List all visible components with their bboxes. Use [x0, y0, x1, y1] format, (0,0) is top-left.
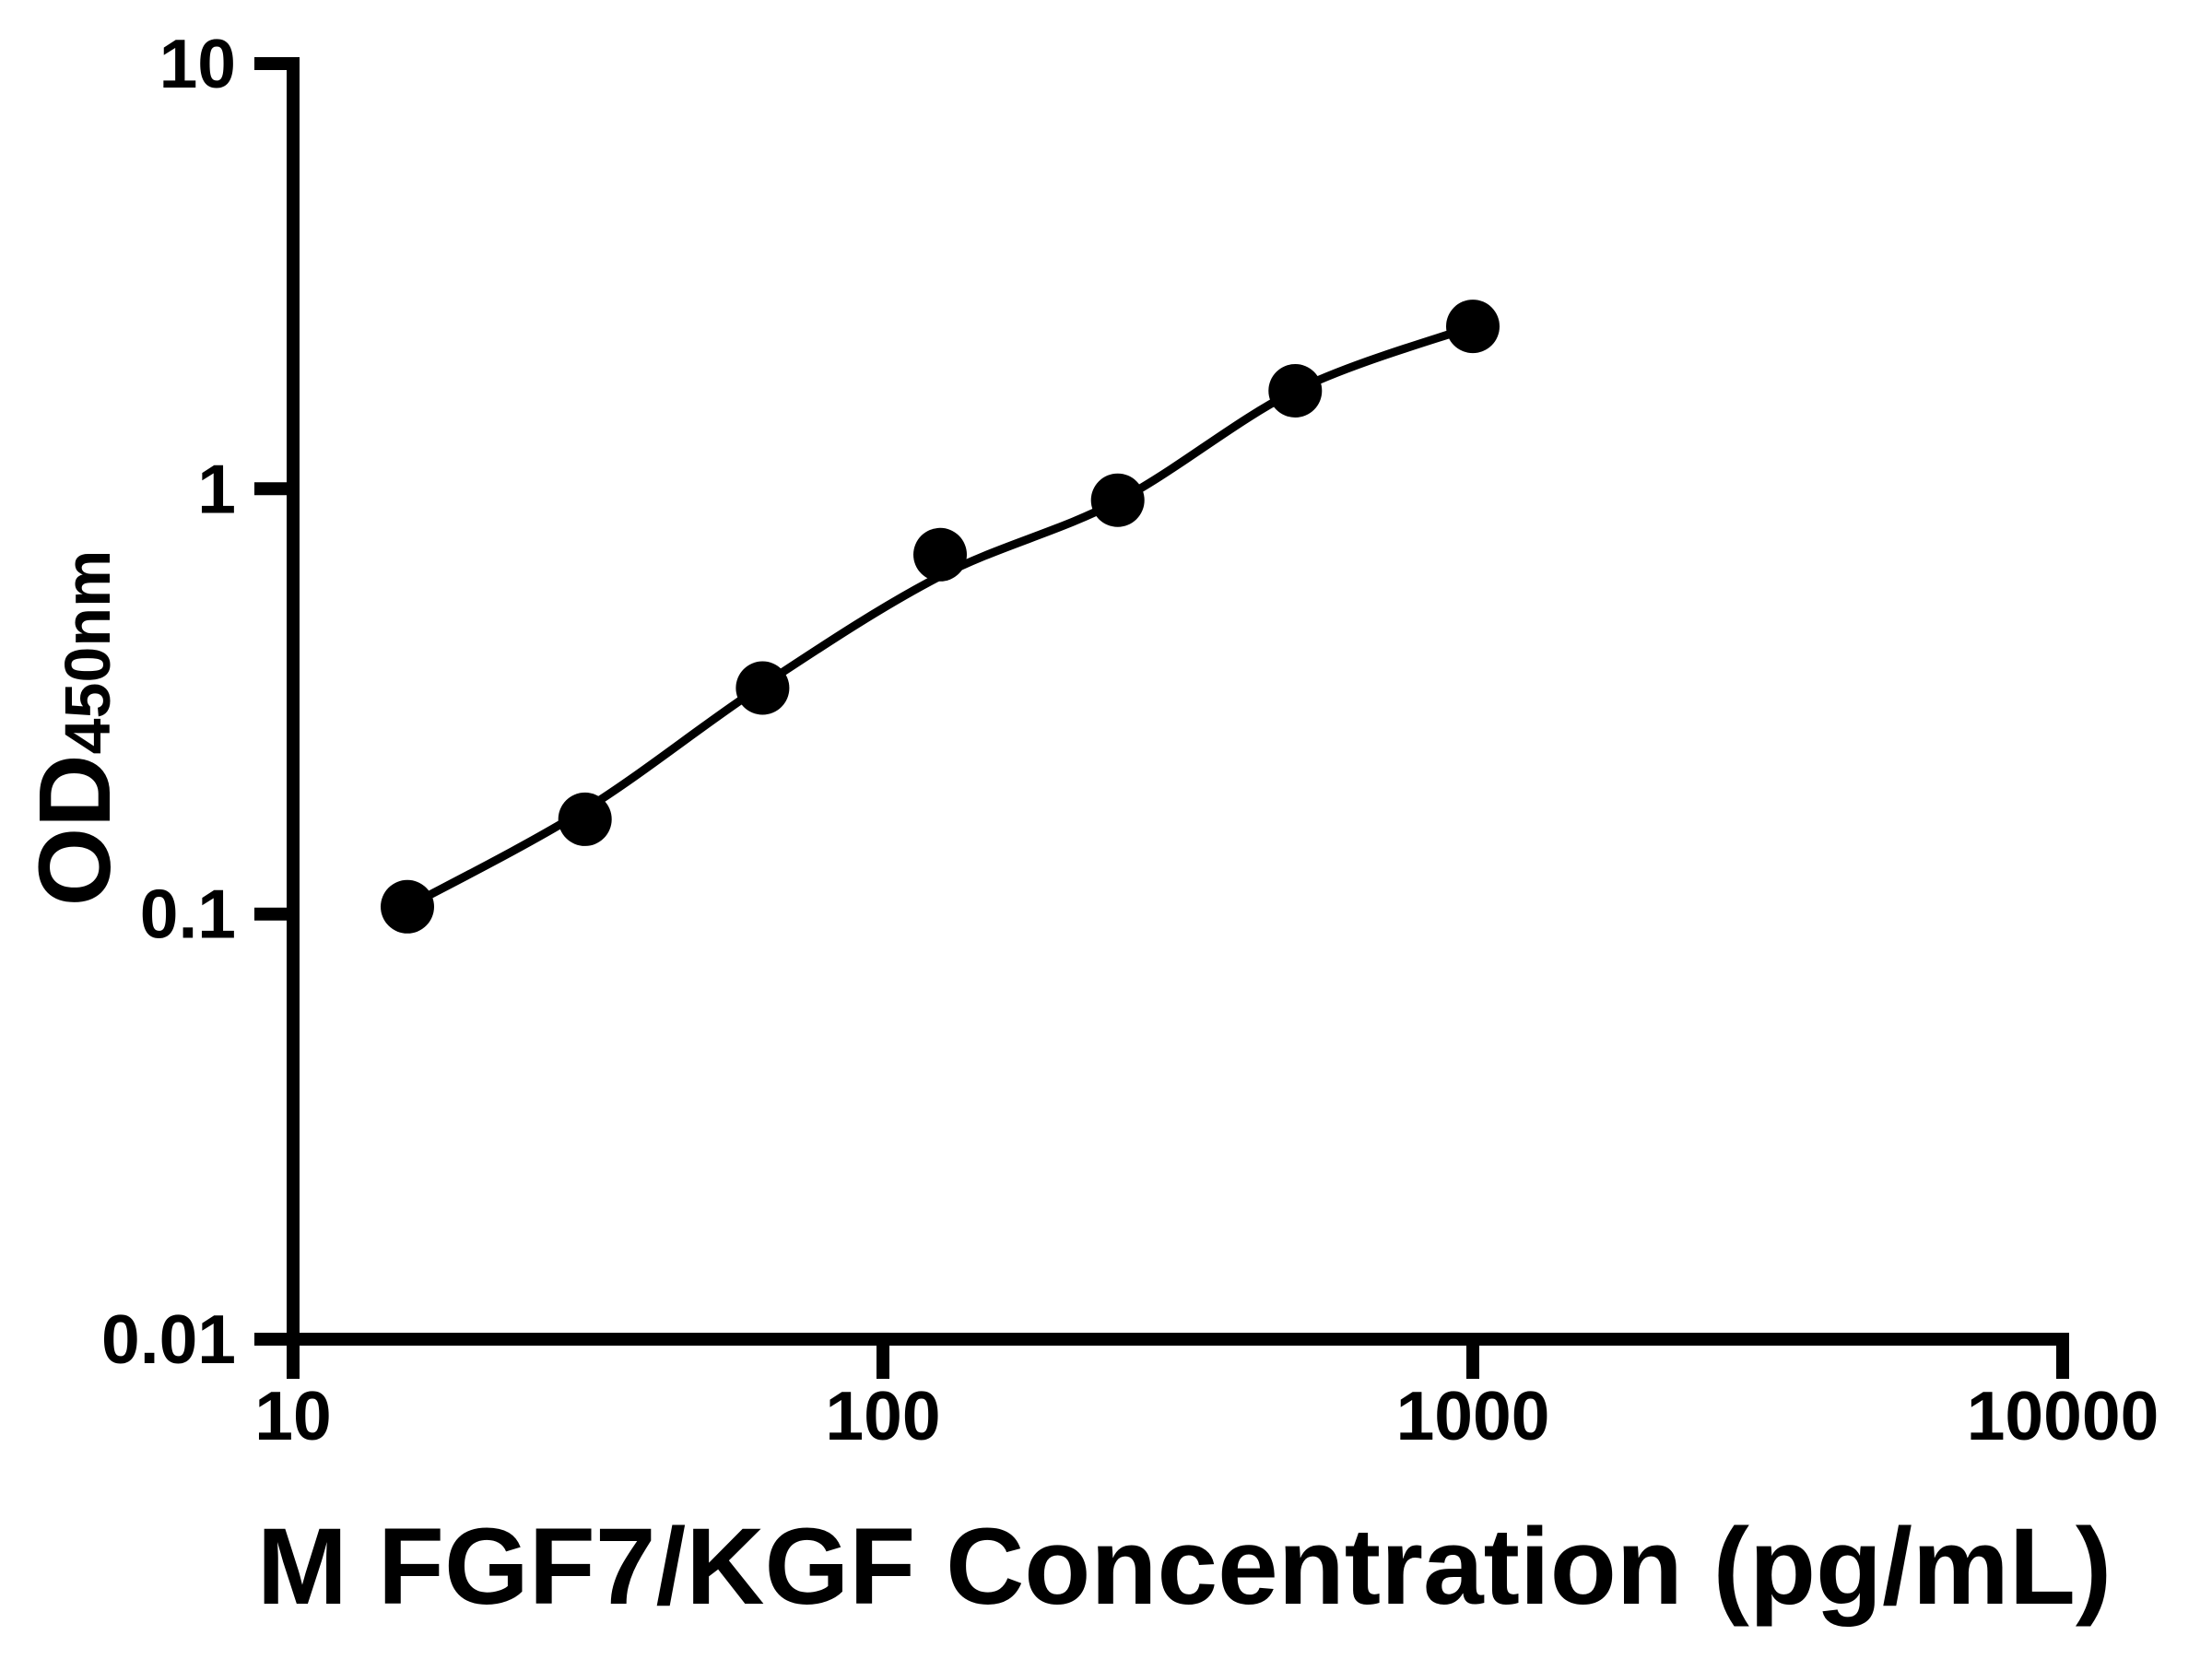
- data-point-marker: [1268, 364, 1323, 418]
- data-point-marker: [381, 879, 434, 934]
- data-point-marker: [558, 792, 612, 846]
- x-tick-label: 10: [254, 1377, 331, 1454]
- y-axis-title-main: OD: [18, 754, 132, 906]
- y-tick-label: 0.01: [101, 1300, 236, 1378]
- x-tick-label: 10000: [1967, 1377, 2159, 1454]
- x-axis-title: M FGF7/KGF Concentration (pg/mL): [257, 1506, 2112, 1628]
- y-axis-title: OD450nm: [18, 550, 132, 907]
- y-tick-label: 0.1: [140, 876, 236, 953]
- x-tick-label: 100: [825, 1377, 940, 1454]
- data-point-marker: [913, 527, 967, 582]
- x-tick-label: 1000: [1396, 1377, 1550, 1454]
- y-axis-title-sub: 450nm: [52, 550, 124, 755]
- data-point-marker: [735, 661, 790, 715]
- data-point-marker: [1090, 473, 1145, 527]
- y-tick-label: 10: [159, 25, 236, 102]
- y-tick-label: 1: [197, 450, 236, 527]
- data-point-marker: [1446, 300, 1500, 354]
